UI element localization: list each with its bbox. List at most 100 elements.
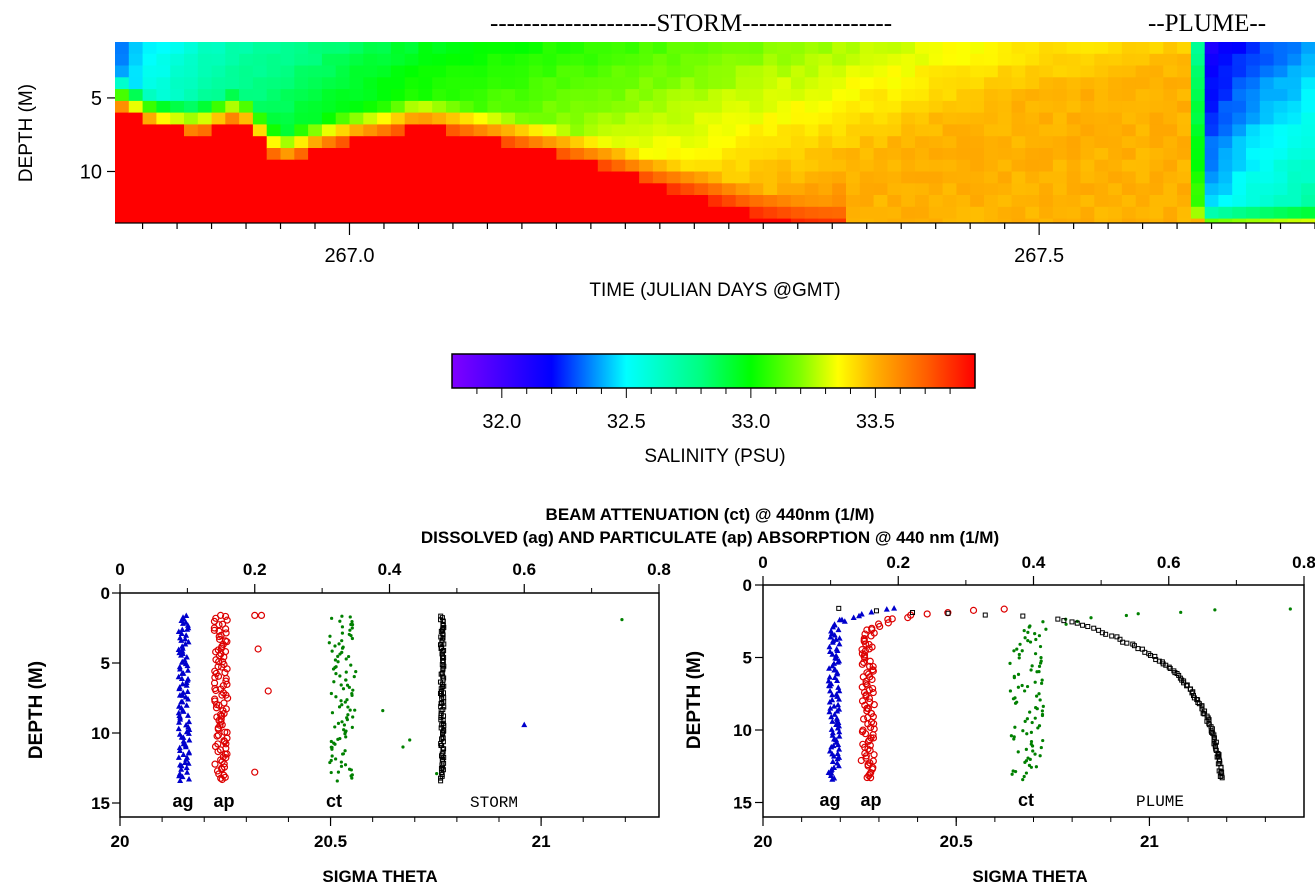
plume-panel-label: PLUME [1136, 793, 1184, 811]
heatmap-cell [1039, 112, 1054, 125]
heatmap-cell [694, 77, 709, 90]
heatmap-cell [1287, 89, 1302, 102]
plume-ct-point [1136, 612, 1140, 616]
heatmap-cell [363, 100, 378, 114]
heatmap-cell [694, 53, 709, 67]
heatmap-cell [1246, 124, 1261, 137]
heatmap-cell [432, 100, 447, 114]
heatmap-cell [970, 206, 985, 220]
heatmap-cell [390, 53, 406, 67]
heatmap-cell [252, 42, 268, 55]
plume-ag-point [835, 684, 842, 690]
heatmap-cell [335, 195, 351, 208]
plume-ap-point [1000, 605, 1008, 613]
heatmap-cell [459, 77, 475, 90]
heatmap-cell [418, 218, 433, 223]
heatmap-cell [970, 89, 985, 102]
heatmap-cell [1121, 136, 1137, 149]
heatmap-cell [1135, 148, 1151, 161]
heatmap-cell [570, 206, 585, 220]
heatmap-cell [1301, 77, 1315, 90]
heatmap-cell [459, 183, 475, 196]
heatmap-cell [818, 136, 833, 149]
storm-ag-point [178, 652, 185, 658]
heatmap-cell [211, 183, 226, 196]
heatmap-cell [1190, 206, 1206, 220]
plume-ag-point [829, 651, 836, 657]
heatmap-cell [749, 89, 764, 102]
plume-ag-label: ag [819, 790, 840, 810]
heatmap-cell [997, 171, 1013, 184]
storm-ag-point [185, 730, 192, 736]
heatmap-cell [1108, 195, 1123, 208]
heatmap-cell [721, 148, 737, 161]
heatmap-cell [197, 195, 213, 208]
heatmap-cell [832, 42, 847, 55]
heatmap-cell [652, 136, 668, 149]
storm-ct-point [347, 685, 351, 689]
plume-ap-label: ap [860, 790, 881, 810]
heatmap-cell [639, 136, 654, 149]
heatmap-cell [501, 218, 516, 223]
heatmap-cell [570, 218, 585, 223]
heatmap-cell [1011, 206, 1026, 220]
storm-ct-point [348, 708, 352, 712]
heatmap-cell [211, 124, 226, 137]
heatmap-cell [1204, 136, 1220, 149]
heatmap-cell [790, 218, 806, 223]
heatmap-cell [446, 89, 461, 102]
heatmap-cell [708, 206, 723, 220]
heatmap-cell [1232, 89, 1247, 102]
heatmap-cell [625, 183, 640, 196]
heatmap-cell [1066, 77, 1082, 90]
heatmap-cell [694, 195, 709, 208]
heatmap-cell [901, 148, 916, 161]
heatmap-cell [901, 77, 916, 90]
heatmap-cell [1204, 112, 1220, 125]
heatmap-cell [652, 206, 668, 220]
storm-ct-point [347, 654, 351, 659]
heatmap-cell [1259, 159, 1275, 173]
heatmap-cell [404, 53, 420, 67]
heatmap-cell [363, 148, 378, 161]
plume-ct-point [1036, 726, 1040, 730]
storm-ct-point [340, 639, 344, 643]
heatmap-cell [1135, 89, 1151, 102]
storm-ag-point [186, 736, 193, 743]
storm-ap-point [215, 658, 223, 666]
heatmap-cell [611, 195, 626, 208]
storm-ct-point [345, 683, 350, 687]
heatmap-cell [625, 42, 640, 55]
plume-ag-point [836, 640, 843, 647]
storm-ct-point [336, 770, 341, 774]
heatmap-cell [184, 218, 199, 223]
heatmap-cell [349, 206, 364, 220]
heatmap-cell [997, 77, 1013, 90]
heatmap-cell [956, 53, 971, 67]
heatmap-cell [680, 195, 695, 208]
heatmap-cell [611, 42, 626, 55]
heatmap-cell [790, 65, 806, 78]
heatmap-cell [832, 100, 847, 114]
plume-ap-point [857, 756, 865, 765]
heatmap-cell [542, 159, 557, 173]
heatmap-cell [170, 183, 185, 196]
heatmap-cell [542, 89, 557, 102]
plume-ap-point [865, 645, 873, 653]
heatmap-cell [832, 183, 847, 196]
storm-ct-point [334, 695, 338, 699]
plume-ap-point [865, 694, 874, 703]
plume-ag-point [830, 753, 837, 759]
heatmap-cell [197, 89, 213, 102]
heatmap-cell [666, 65, 682, 78]
plume-ct-point [1037, 692, 1041, 696]
heatmap-cell [418, 148, 433, 161]
heatmap-cell [804, 171, 820, 184]
heatmap-cell [1039, 53, 1054, 67]
plume-ct-point [1040, 678, 1044, 682]
storm-depth-tick-label: 15 [91, 794, 110, 813]
storm-ag-point [184, 667, 191, 673]
heatmap-cell [542, 124, 557, 137]
plume-ct-point [1041, 738, 1045, 743]
heatmap-cell [294, 77, 309, 90]
